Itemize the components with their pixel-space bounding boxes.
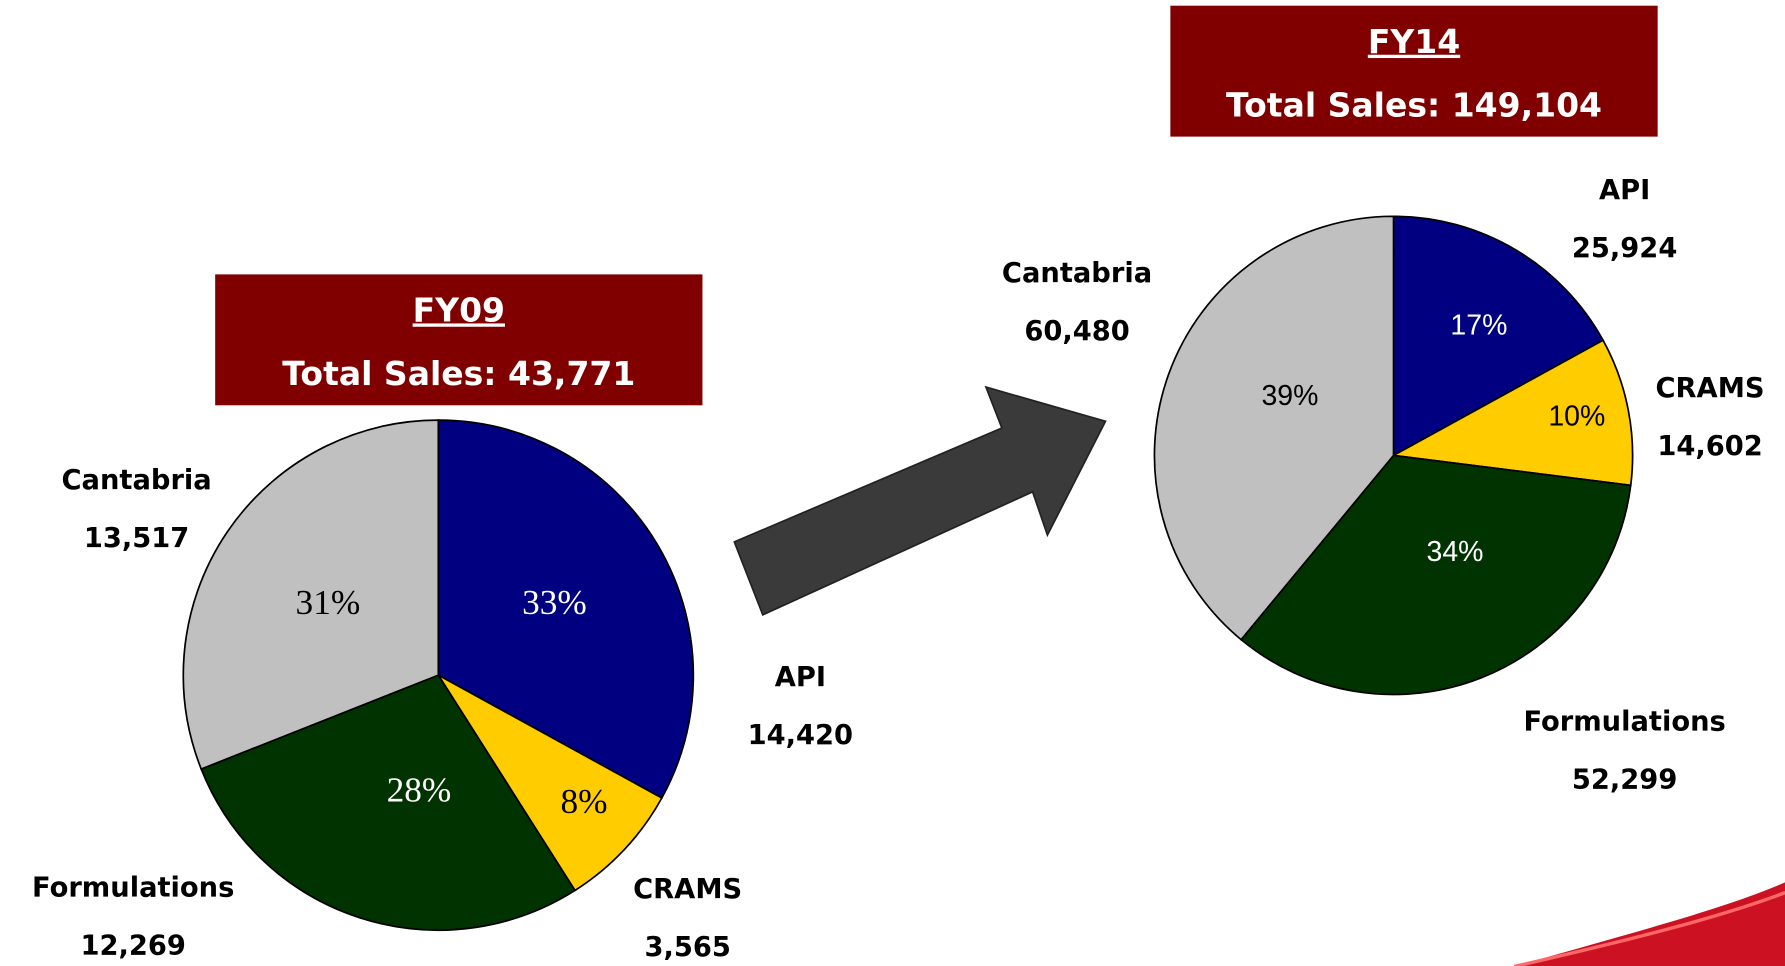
category-label: Cantabria xyxy=(62,465,212,496)
chart-subtitle: Total Sales: 149,104 xyxy=(1226,86,1602,125)
chart-subtitle: Total Sales: 43,771 xyxy=(282,354,635,393)
pie-slice xyxy=(200,674,577,932)
percent-label: 33% xyxy=(522,583,587,622)
category-label: CRAMS xyxy=(1655,373,1764,404)
percent-label: 8% xyxy=(561,782,608,821)
pie-slice xyxy=(1390,339,1634,487)
amount-label: 25,924 xyxy=(1572,233,1677,264)
category-label: Formulations xyxy=(32,873,234,904)
amount-label: 60,480 xyxy=(1024,316,1129,347)
pie-slice xyxy=(1153,215,1395,641)
title-box xyxy=(1170,5,1658,137)
arrow xyxy=(733,385,1107,616)
title-box xyxy=(215,274,703,406)
amount-label: 52,299 xyxy=(1572,765,1677,796)
pie-slice xyxy=(1392,215,1605,457)
percent-label: 17% xyxy=(1450,309,1507,341)
pie-slice xyxy=(437,419,695,800)
category-label: CRAMS xyxy=(633,874,742,905)
category-label: API xyxy=(775,662,826,693)
percent-label: 31% xyxy=(296,583,361,622)
pie-slice xyxy=(437,674,663,892)
category-label: Formulations xyxy=(1523,706,1725,737)
percent-label: 39% xyxy=(1261,380,1318,412)
amount-label: 14,602 xyxy=(1657,431,1762,462)
slide-content: FY09 Total Sales: 43,771 33% API 14,420 8% CRA… xyxy=(32,5,1785,966)
amount-label: 13,517 xyxy=(84,523,189,554)
amount-label: 3,565 xyxy=(644,932,730,963)
percent-label: 34% xyxy=(1427,536,1484,568)
percent-label: 28% xyxy=(387,771,452,810)
amount-label: 14,420 xyxy=(748,720,853,751)
category-label: API xyxy=(1599,175,1650,206)
pie-slice xyxy=(182,419,440,771)
decor-swoosh xyxy=(1516,882,1785,966)
pie-slice xyxy=(1239,454,1632,696)
chart-title: FY09 xyxy=(413,290,505,329)
percent-label: 10% xyxy=(1548,400,1605,432)
category-label: Cantabria xyxy=(1002,258,1152,289)
decor-swoosh-highlight xyxy=(1513,890,1785,966)
chart-title: FY14 xyxy=(1368,22,1460,61)
amount-label: 12,269 xyxy=(81,931,186,962)
